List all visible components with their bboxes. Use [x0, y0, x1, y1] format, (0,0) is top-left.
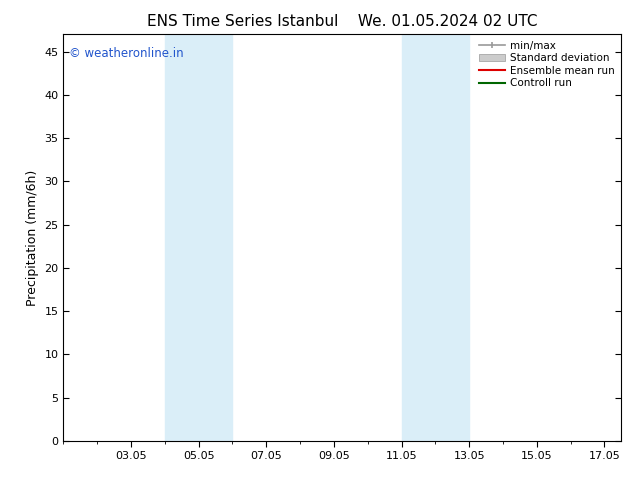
Text: © weatheronline.in: © weatheronline.in: [69, 47, 184, 59]
Y-axis label: Precipitation (mm/6h): Precipitation (mm/6h): [26, 170, 39, 306]
Legend: min/max, Standard deviation, Ensemble mean run, Controll run: min/max, Standard deviation, Ensemble me…: [475, 36, 619, 93]
Bar: [165, 34, 233, 441]
Bar: [401, 34, 469, 441]
Title: ENS Time Series Istanbul    We. 01.05.2024 02 UTC: ENS Time Series Istanbul We. 01.05.2024 …: [147, 14, 538, 29]
